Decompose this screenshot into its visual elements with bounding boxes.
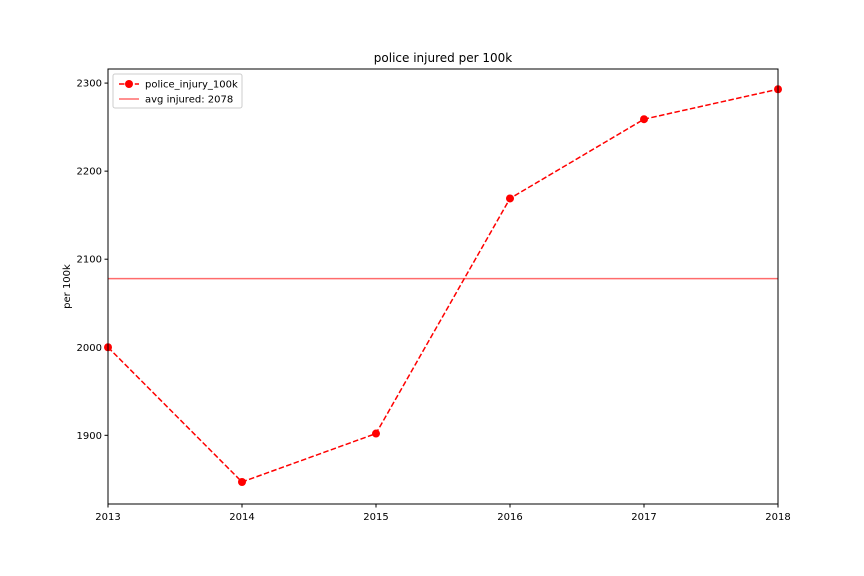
x-tick-label: 2018 (765, 512, 790, 523)
legend-label: avg injured: 2078 (145, 95, 233, 106)
x-tick-label: 2014 (229, 512, 254, 523)
data-point (372, 429, 380, 438)
data-point (506, 194, 514, 203)
series-line (107, 88, 779, 483)
data-point (238, 477, 246, 486)
x-tick-label: 2016 (497, 512, 522, 523)
chart-title: police injured per 100k (374, 51, 512, 65)
y-tick-label: 2100 (77, 255, 102, 266)
legend-box (112, 73, 243, 109)
y-tick-label: 2000 (77, 343, 102, 354)
plot-frame (107, 68, 779, 505)
y-axis-label: per 100k (62, 264, 73, 309)
legend-label: police_injury_100k (145, 80, 238, 91)
y-tick-label: 1900 (77, 431, 102, 442)
legend-series-marker (125, 80, 133, 88)
data-point (640, 115, 648, 124)
x-tick-label: 2017 (631, 512, 656, 523)
x-tick-label: 2015 (363, 512, 388, 523)
x-tick-label: 2013 (95, 512, 120, 523)
y-tick-label: 2200 (77, 167, 102, 178)
y-tick-label: 2300 (77, 79, 102, 90)
axis-ticks: 2013 2014 2015 2016 2017 2018 1900 2000 2100 2200… (77, 79, 791, 523)
plot-area (104, 85, 782, 486)
